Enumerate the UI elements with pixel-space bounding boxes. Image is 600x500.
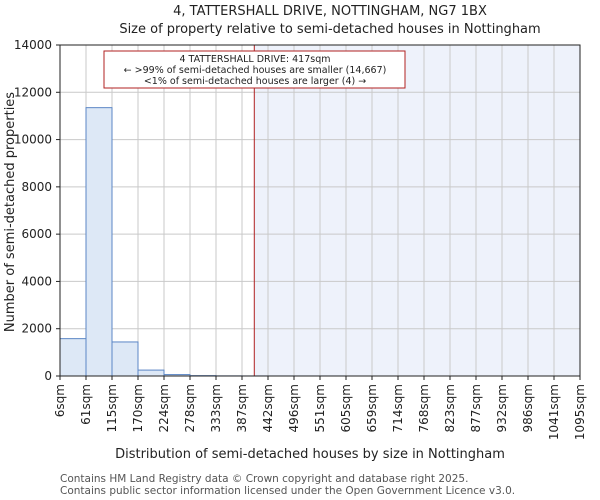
x-tick-label: 714sqm bbox=[391, 384, 405, 432]
x-tick-label: 278sqm bbox=[183, 384, 197, 432]
x-tick-label: 442sqm bbox=[261, 384, 275, 432]
x-tick-label: 823sqm bbox=[443, 384, 457, 432]
x-axis-ticks: 6sqm 61sqm 115sqm 170sqm 224sqm 278sqm 333sqm 3… bbox=[53, 376, 587, 440]
footer-line-1: Contains HM Land Registry data © Crown c… bbox=[60, 473, 469, 485]
chart-subtitle: Size of property relative to semi-detach… bbox=[119, 22, 540, 37]
x-tick-label: 1095sqm bbox=[573, 384, 587, 440]
gridlines bbox=[59, 44, 581, 377]
y-tick-label: 8000 bbox=[21, 180, 52, 194]
x-tick-label: 986sqm bbox=[521, 384, 535, 432]
bar-61sqm bbox=[85, 107, 113, 377]
x-tick-label: 496sqm bbox=[287, 384, 301, 432]
y-tick-label: 0 bbox=[44, 369, 52, 383]
annotation-frame bbox=[103, 50, 406, 89]
chart-title: 4, TATTERSHALL DRIVE, NOTTINGHAM, NG7 1B… bbox=[173, 4, 487, 19]
x-tick-label: 551sqm bbox=[313, 384, 327, 432]
x-tick-label: 333sqm bbox=[209, 384, 223, 432]
x-tick-label: 170sqm bbox=[131, 384, 145, 432]
y-tick-label: 4000 bbox=[21, 274, 52, 288]
annotation-line-3: <1% of semi-detached houses are larger (… bbox=[144, 76, 366, 87]
bar-170sqm bbox=[137, 369, 165, 377]
x-tick-label: 659sqm bbox=[365, 384, 379, 432]
y-tick-label: 14000 bbox=[14, 38, 52, 52]
x-tick-label: 877sqm bbox=[469, 384, 483, 432]
annotation-line-2: ← >99% of semi-detached houses are small… bbox=[124, 65, 387, 76]
bars bbox=[59, 107, 347, 377]
x-tick-label: 605sqm bbox=[339, 384, 353, 432]
x-tick-label: 387sqm bbox=[235, 384, 249, 432]
x-tick-label: 768sqm bbox=[417, 384, 431, 432]
bar-6sqm bbox=[59, 338, 87, 377]
x-tick-label: 224sqm bbox=[157, 384, 171, 432]
x-axis-label: Distribution of semi-detached houses by … bbox=[115, 447, 505, 462]
footer-line-2: Contains public sector information licen… bbox=[60, 485, 516, 497]
y-axis-label: Number of semi-detached properties bbox=[3, 92, 18, 332]
y-tick-label: 10000 bbox=[14, 133, 52, 147]
annotation-box: 4 TATTERSHALL DRIVE: 417sqm ← >99% of se… bbox=[103, 50, 406, 89]
larger-region bbox=[254, 45, 581, 376]
bar-115sqm bbox=[111, 341, 139, 377]
x-tick-label: 6sqm bbox=[53, 384, 67, 417]
y-tick-label: 6000 bbox=[21, 227, 52, 241]
y-tick-label: 12000 bbox=[14, 85, 52, 99]
x-tick-label: 115sqm bbox=[105, 384, 119, 432]
y-tick-label: 2000 bbox=[21, 322, 52, 336]
annotation-line-1: 4 TATTERSHALL DRIVE: 417sqm bbox=[179, 54, 330, 65]
x-tick-label: 1041sqm bbox=[547, 384, 561, 440]
y-axis-ticks: 0 2000 4000 6000 8000 10000 12000 14000 bbox=[14, 38, 60, 383]
x-tick-label: 932sqm bbox=[495, 384, 509, 432]
x-tick-label: 61sqm bbox=[79, 384, 93, 425]
larger-region-shading bbox=[254, 45, 581, 376]
